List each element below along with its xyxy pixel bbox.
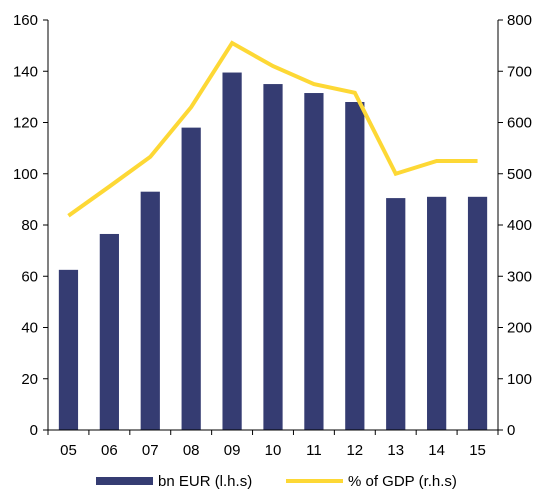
bar-15 bbox=[467, 196, 488, 430]
bar-13 bbox=[386, 198, 406, 430]
x-tick-label: 13 bbox=[387, 442, 404, 459]
right-tick-label: 700 bbox=[507, 63, 532, 80]
left-tick-label: 60 bbox=[21, 268, 38, 285]
legend-line-label: % of GDP (r.h.s) bbox=[348, 473, 457, 490]
right-tick-label: 100 bbox=[507, 371, 532, 388]
left-tick-label: 40 bbox=[21, 320, 38, 337]
x-tick-label: 08 bbox=[183, 442, 200, 459]
right-tick-label: 200 bbox=[507, 320, 532, 337]
bar-06 bbox=[99, 233, 119, 430]
right-tick-label: 0 bbox=[507, 422, 515, 439]
left-tick-label: 80 bbox=[21, 217, 38, 234]
x-tick-label: 05 bbox=[60, 442, 77, 459]
x-tick-label: 14 bbox=[428, 442, 445, 459]
left-tick-label: 140 bbox=[13, 63, 38, 80]
x-tick-label: 15 bbox=[469, 442, 486, 459]
legend: bn EUR (l.h.s) % of GDP (r.h.s) bbox=[96, 473, 457, 490]
bar-07 bbox=[140, 191, 160, 430]
bar-08 bbox=[181, 127, 201, 430]
bar-14 bbox=[427, 196, 447, 430]
left-tick-label: 100 bbox=[13, 166, 38, 183]
x-tick-labels: 05 06 07 08 09 10 11 12 13 14 15 bbox=[60, 442, 486, 459]
right-tick-label: 400 bbox=[507, 217, 532, 234]
left-tick-label: 160 bbox=[13, 12, 38, 29]
left-tick-labels: 0 20 40 60 80 100 120 140 160 bbox=[13, 12, 38, 439]
axes bbox=[43, 19, 503, 435]
bar-series bbox=[58, 72, 488, 430]
x-tick-label: 09 bbox=[224, 442, 241, 459]
bar-12 bbox=[345, 102, 365, 430]
right-tick-label: 600 bbox=[507, 115, 532, 132]
x-tick-label: 06 bbox=[101, 442, 118, 459]
bar-09 bbox=[222, 72, 242, 430]
x-tick-label: 07 bbox=[142, 442, 159, 459]
legend-bar-label: bn EUR (l.h.s) bbox=[158, 473, 252, 490]
right-tick-label: 300 bbox=[507, 268, 532, 285]
x-tick-label: 11 bbox=[306, 442, 322, 459]
right-tick-labels: 0 100 200 300 400 500 600 700 800 bbox=[507, 12, 532, 439]
left-tick-label: 20 bbox=[21, 371, 38, 388]
left-tick-label: 0 bbox=[30, 422, 38, 439]
bar-05 bbox=[58, 269, 79, 430]
left-tick-label: 120 bbox=[13, 115, 38, 132]
gdp-line bbox=[67, 40, 478, 218]
line-series bbox=[67, 40, 478, 218]
x-tick-label: 10 bbox=[265, 442, 282, 459]
legend-bar-swatch bbox=[96, 477, 153, 485]
right-tick-label: 500 bbox=[507, 166, 532, 183]
right-tick-label: 800 bbox=[507, 12, 532, 29]
bar-11 bbox=[304, 93, 324, 430]
bar-10 bbox=[263, 84, 283, 430]
x-tick-label: 12 bbox=[346, 442, 363, 459]
